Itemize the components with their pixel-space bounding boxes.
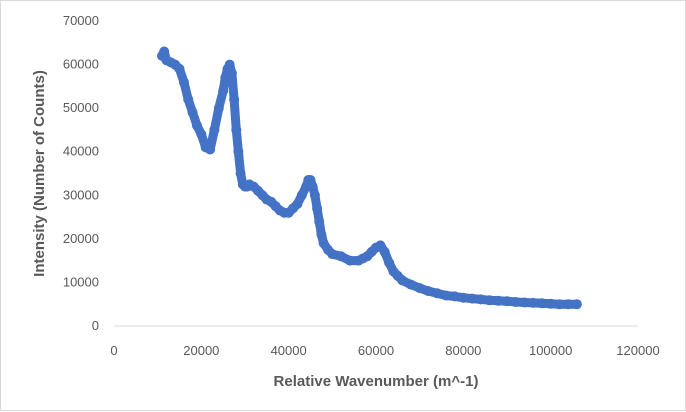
data-point [292,199,303,209]
data-point [449,291,460,302]
data-point [432,288,443,299]
data-point [316,229,327,240]
data-point [519,297,530,308]
x-tick-label: 60000 [358,343,394,358]
data-point [484,295,495,306]
data-point [231,124,242,135]
y-tick-label: 50000 [63,100,99,115]
data-point [336,251,347,262]
data-point [224,59,235,70]
data-point [327,249,338,260]
y-tick-label: 30000 [63,187,99,202]
x-tick-label: 40000 [271,343,307,358]
data-point [196,129,207,140]
x-axis-ticks: 0 20000 40000 60000 80000 100000 120000 [110,343,659,358]
data-point [397,275,408,286]
data-series [157,46,582,310]
data-point [229,94,240,105]
y-tick-label: 10000 [63,274,99,289]
data-point [502,296,512,307]
data-point [226,68,237,79]
x-tick-label: 120000 [616,343,659,358]
data-point [379,246,390,257]
data-point [209,124,220,135]
data-point [159,46,170,57]
y-tick-label: 20000 [63,231,99,246]
data-point [545,298,556,309]
data-point [309,190,320,201]
data-point [235,168,246,179]
data-point [312,203,323,214]
data-point [571,299,582,310]
x-axis-title: Relative Wavenumber (m^-1) [274,373,479,390]
data-point [414,283,425,294]
data-point [233,146,244,157]
data-point [554,299,565,310]
x-tick-label: 80000 [445,343,481,358]
data-point [563,299,574,310]
data-point [528,297,539,308]
x-tick-label: 100000 [529,343,572,358]
data-point [218,85,229,96]
data-point [405,279,416,290]
data-point [296,190,307,201]
data-point [475,294,486,305]
y-tick-label: 0 [92,318,99,333]
y-tick-label: 40000 [63,144,99,159]
x-tick-label: 20000 [183,343,219,358]
data-point [384,257,395,268]
y-tick-label: 70000 [63,13,99,28]
y-tick-label: 60000 [63,57,99,72]
data-point [205,144,216,155]
y-axis-title: Intensity (Number of Counts) [31,70,48,277]
data-point [467,293,478,304]
data-point [192,120,202,131]
y-axis-ticks: 0 10000 20000 30000 40000 50000 60000 70000 [63,13,99,333]
data-point [493,295,504,306]
data-point [178,77,189,87]
data-point [187,107,198,118]
data-point [440,290,451,301]
data-point [183,94,194,105]
data-point [344,255,355,266]
data-point [423,286,434,297]
x-tick-label: 0 [110,343,117,358]
data-point [174,63,185,74]
data-point [536,298,547,309]
data-point [314,216,325,227]
data-point [213,103,224,114]
data-point [458,292,469,303]
data-point [307,181,318,192]
data-point [510,297,521,307]
